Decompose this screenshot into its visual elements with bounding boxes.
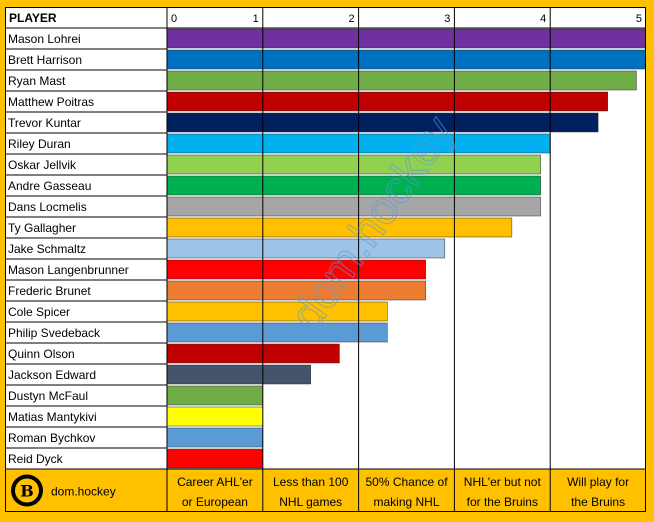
player-bar [166, 385, 264, 406]
player-column-header: PLAYER [9, 11, 57, 25]
x-tick-label: 0 [171, 13, 177, 25]
footer-border [5, 468, 646, 512]
player-bar [166, 154, 541, 175]
band-category-label: or European [182, 495, 248, 509]
player-bar [166, 175, 541, 196]
band-category-label: Will play for [567, 475, 629, 489]
player-name-label: Trevor Kuntar [8, 116, 81, 130]
player-bar [166, 28, 646, 49]
player-name-label: Roman Bychkov [8, 431, 95, 445]
band-category-label: 50% Chance of [365, 475, 448, 489]
x-tick-label: 4 [540, 13, 546, 25]
x-tick-label: 5 [636, 13, 642, 25]
player-bar [166, 322, 388, 343]
player-name-label: Dans Locmelis [8, 200, 87, 214]
band-category-label: Career AHL'er [177, 475, 253, 489]
player-bar [166, 427, 264, 448]
player-projection-chart: Mason Lohrei Brett Harrison Ryan Mast Matth… [5, 7, 646, 512]
player-name-label: Reid Dyck [8, 452, 64, 466]
band-category-label: making NHL [373, 495, 439, 509]
player-bar [166, 70, 637, 91]
player-bar [166, 448, 264, 469]
band-category-label: NHL'er but not [464, 475, 542, 489]
player-name-label: Matthew Poitras [8, 95, 94, 109]
player-name-label: Oskar Jellvik [8, 158, 77, 172]
chart-frame: Mason Lohrei Brett Harrison Ryan Mast Matth… [5, 7, 646, 512]
band-category-label: the Bruins [571, 495, 625, 509]
player-name-label: Ryan Mast [8, 74, 66, 88]
player-name-label: Andre Gasseau [8, 179, 91, 193]
player-name-label: Ty Gallagher [8, 221, 76, 235]
player-bar [166, 301, 388, 322]
logo-letter: B [20, 482, 34, 501]
player-name-label: Riley Duran [8, 137, 71, 151]
brand-name-label: dom.hockey [51, 485, 116, 499]
player-name-label: Brett Harrison [8, 53, 82, 67]
band-category-label: Less than 100 [273, 475, 349, 489]
player-bar [166, 259, 426, 280]
player-name-label: Mason Langenbrunner [8, 263, 129, 277]
player-name-label: Jackson Edward [8, 368, 96, 382]
player-bar [166, 343, 340, 364]
logo-inner-disc [15, 478, 39, 503]
footer-band [5, 469, 646, 512]
player-bar [166, 91, 608, 112]
player-bar [166, 406, 264, 427]
x-tick-label: 1 [253, 13, 259, 25]
bruins-logo-icon: B [11, 474, 43, 507]
player-name-label: Jake Schmaltz [8, 242, 86, 256]
player-name-label: Matias Mantykivi [8, 410, 97, 424]
player-bar [166, 238, 446, 259]
band-category-label: NHL games [279, 495, 342, 509]
player-name-label: Quinn Olson [8, 347, 75, 361]
player-name-label: Philip Svedeback [8, 326, 101, 340]
player-name-label: Cole Spicer [8, 305, 70, 319]
player-bar [166, 49, 646, 70]
player-name-label: Mason Lohrei [8, 32, 81, 46]
player-bar [166, 112, 599, 133]
player-name-label: Frederic Brunet [8, 284, 91, 298]
band-category-label: for the Bruins [467, 495, 538, 509]
player-name-label: Dustyn McFaul [8, 389, 88, 403]
x-tick-label: 2 [348, 13, 354, 25]
x-tick-label: 3 [444, 13, 450, 25]
player-bar [166, 364, 311, 385]
